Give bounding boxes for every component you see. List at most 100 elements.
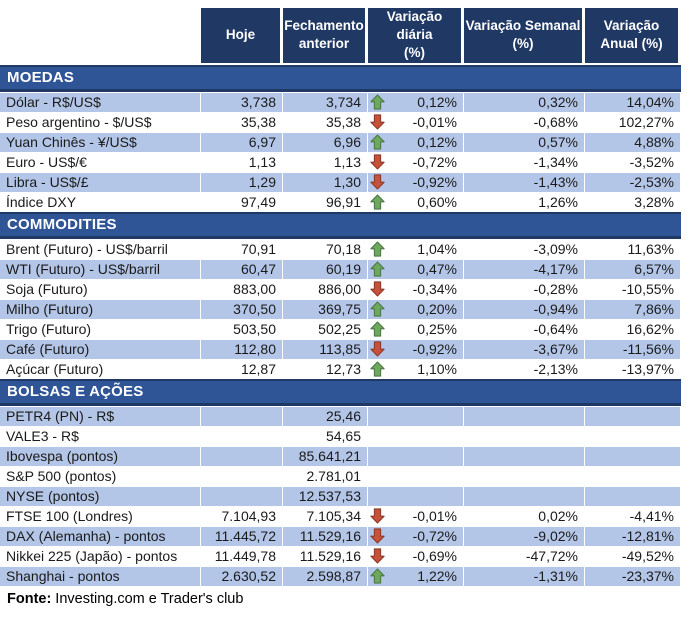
daily-var-cell — [368, 465, 464, 486]
daily-var-value: -0,72% — [412, 154, 457, 171]
hoje-cell — [201, 485, 283, 506]
table-row: FTSE 100 (Londres) 7.104,93 7.105,34 -0,01%… — [0, 505, 681, 526]
daily-var-value: 1,04% — [417, 241, 457, 258]
trend-down-icon-wrap — [370, 174, 386, 190]
daily-var-content: -0,69% — [370, 547, 457, 566]
weekly-var-cell: -9,02% — [464, 525, 585, 546]
daily-var-content: 1,04% — [370, 240, 457, 259]
weekly-var-cell: 1,26% — [464, 191, 585, 212]
trend-down-icon-wrap — [370, 281, 386, 297]
weekly-var-cell: -2,13% — [464, 358, 585, 379]
asset-label-cell: Shanghai - pontos — [0, 565, 201, 586]
trend-down-icon-wrap — [370, 508, 386, 524]
trend-down-icon — [370, 508, 385, 524]
hoje-cell: 2.630,52 — [201, 565, 283, 586]
daily-var-cell: -0,72% — [368, 151, 464, 172]
weekly-var-cell — [464, 405, 585, 426]
daily-var-value: 0,60% — [417, 194, 457, 211]
trend-up-icon-wrap — [370, 261, 386, 277]
trend-down-icon-wrap — [370, 341, 386, 357]
col-header-line: Anual (%) — [600, 36, 663, 52]
daily-var-content: 0,25% — [370, 320, 457, 339]
weekly-var-cell — [464, 485, 585, 506]
annual-var-cell: -13,97% — [585, 358, 681, 379]
table-row: NYSE (pontos) 12.537,53 — [0, 485, 681, 506]
daily-var-cell: -0,34% — [368, 278, 464, 299]
daily-var-value: 0,12% — [417, 94, 457, 111]
col-header-line: (%) — [404, 45, 425, 61]
table-row: S&P 500 (pontos) 2.781,01 — [0, 465, 681, 486]
prev-close-cell: 25,46 — [283, 405, 368, 426]
prev-close-cell: 96,91 — [283, 191, 368, 212]
trend-down-icon — [370, 174, 385, 190]
weekly-var-cell: -0,94% — [464, 298, 585, 319]
table-row: Peso argentino - $/US$ 35,38 35,38 -0,01% -0… — [0, 111, 681, 132]
quotes-table: Hoje Fechamento anterior Variação diária… — [0, 8, 681, 586]
asset-label-cell: Índice DXY — [0, 191, 201, 212]
table-row: VALE3 - R$ 54,65 — [0, 425, 681, 446]
daily-var-value: -0,01% — [412, 114, 457, 131]
daily-var-value: 0,12% — [417, 134, 457, 151]
weekly-var-cell: -3,67% — [464, 338, 585, 359]
col-header-variacao-anual: Variação Anual (%) — [585, 8, 681, 65]
daily-var-content: 0,12% — [370, 133, 457, 152]
hoje-cell — [201, 465, 283, 486]
annual-var-cell: -2,53% — [585, 171, 681, 192]
trend-up-icon-wrap — [370, 134, 386, 150]
prev-close-cell: 502,25 — [283, 318, 368, 339]
trend-down-icon-wrap — [370, 548, 386, 564]
weekly-var-cell — [464, 425, 585, 446]
daily-var-content: -0,34% — [370, 280, 457, 299]
trend-down-icon-wrap — [370, 528, 386, 544]
daily-var-content — [370, 427, 457, 446]
prev-close-cell: 113,85 — [283, 338, 368, 359]
trend-down-icon-wrap — [370, 114, 386, 130]
prev-close-cell: 7.105,34 — [283, 505, 368, 526]
trend-up-icon-wrap — [370, 194, 386, 210]
table-row: DAX (Alemanha) - pontos 11.445,72 11.529,1… — [0, 525, 681, 546]
asset-label-cell: Café (Futuro) — [0, 338, 201, 359]
table-row: Milho (Futuro) 370,50 369,75 0,20% -0,94% 7,8… — [0, 298, 681, 319]
weekly-var-cell: 0,57% — [464, 131, 585, 152]
daily-var-cell: -0,01% — [368, 505, 464, 526]
asset-label-cell: S&P 500 (pontos) — [0, 465, 201, 486]
daily-var-cell — [368, 425, 464, 446]
daily-var-cell: -0,01% — [368, 111, 464, 132]
table-row: Shanghai - pontos 2.630,52 2.598,87 1,22% -1… — [0, 565, 681, 586]
daily-var-cell: 0,20% — [368, 298, 464, 319]
hoje-cell: 97,49 — [201, 191, 283, 212]
asset-label-cell: Nikkei 225 (Japão) - pontos — [0, 545, 201, 566]
daily-var-content: -0,92% — [370, 173, 457, 192]
hoje-cell — [201, 425, 283, 446]
asset-label-cell: Soja (Futuro) — [0, 278, 201, 299]
prev-close-cell: 1,13 — [283, 151, 368, 172]
daily-var-value: 0,20% — [417, 301, 457, 318]
annual-var-cell: 11,63% — [585, 238, 681, 259]
annual-var-cell — [585, 445, 681, 466]
prev-close-cell: 3,734 — [283, 91, 368, 112]
annual-var-cell — [585, 485, 681, 506]
source-note: Fonte: Investing.com e Trader's club — [0, 591, 687, 607]
daily-var-cell: 1,22% — [368, 565, 464, 586]
trend-up-icon — [370, 194, 385, 210]
asset-label-cell: Ibovespa (pontos) — [0, 445, 201, 466]
hoje-cell: 503,50 — [201, 318, 283, 339]
hoje-cell: 883,00 — [201, 278, 283, 299]
section-row: MOEDAS — [0, 64, 681, 92]
asset-label-cell: DAX (Alemanha) - pontos — [0, 525, 201, 546]
asset-label-cell: Açúcar (Futuro) — [0, 358, 201, 379]
table-body: MOEDAS Dólar - R$/US$ 3,738 3,734 0,12% 0,32%… — [0, 64, 681, 586]
hoje-cell: 35,38 — [201, 111, 283, 132]
hoje-cell: 60,47 — [201, 258, 283, 279]
trend-empty — [370, 428, 386, 444]
hoje-cell — [201, 405, 283, 426]
asset-label-cell: Yuan Chinês - ¥/US$ — [0, 131, 201, 152]
daily-var-cell: 1,04% — [368, 238, 464, 259]
trend-up-icon-wrap — [370, 321, 386, 337]
annual-var-cell: -3,52% — [585, 151, 681, 172]
weekly-var-cell: 0,32% — [464, 91, 585, 112]
daily-var-cell: 0,60% — [368, 191, 464, 212]
daily-var-content: -0,72% — [370, 153, 457, 172]
header-row: Hoje Fechamento anterior Variação diária… — [0, 8, 681, 65]
trend-empty — [370, 448, 386, 464]
